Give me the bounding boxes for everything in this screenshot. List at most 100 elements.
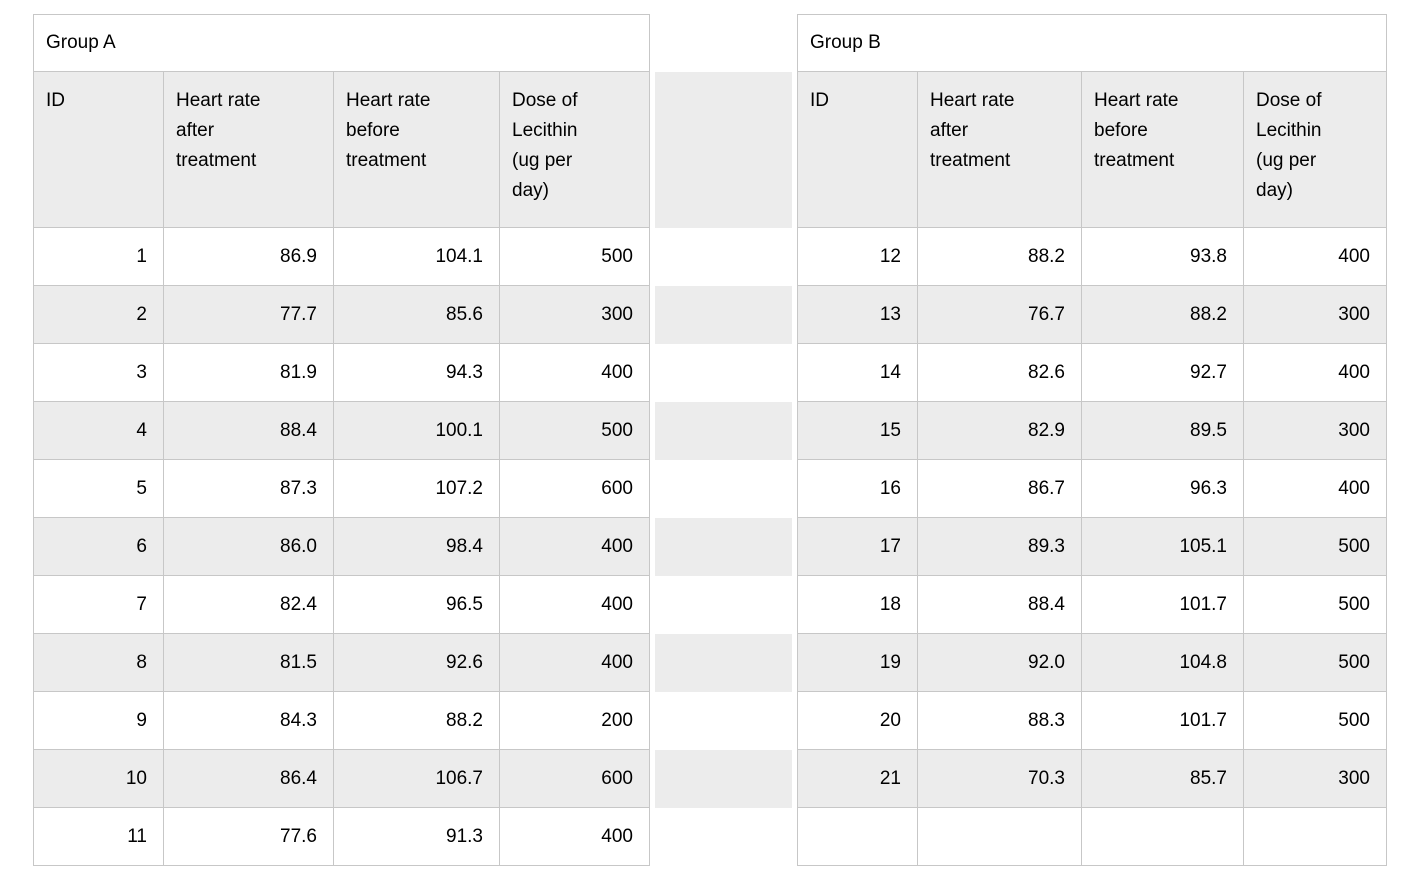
table-a-cell: 11 [33, 808, 164, 866]
table-a-cell: 500 [500, 228, 650, 286]
table-a-cell: 3 [33, 344, 164, 402]
table-gap-spacer [650, 344, 797, 402]
table-b-cell: 400 [1244, 228, 1387, 286]
table-a-cell: 400 [500, 634, 650, 692]
table-a-cell: 86.0 [164, 518, 334, 576]
table-b-cell: 70.3 [918, 750, 1082, 808]
group-b-title: Group B [797, 14, 1387, 72]
table-b-cell: 12 [797, 228, 918, 286]
table-b-cell: 101.7 [1082, 576, 1244, 634]
group-a-title: Group A [33, 14, 650, 72]
table-b-cell: 104.8 [1082, 634, 1244, 692]
table-a-cell: 82.4 [164, 576, 334, 634]
column-header-a-id: ID [33, 72, 164, 228]
table-b-cell: 500 [1244, 518, 1387, 576]
table-b-cell: 86.7 [918, 460, 1082, 518]
table-b-cell: 89.5 [1082, 402, 1244, 460]
table-b-cell: 82.9 [918, 402, 1082, 460]
table-b-cell: 88.2 [1082, 286, 1244, 344]
table-a-cell: 200 [500, 692, 650, 750]
table-a-cell: 500 [500, 402, 650, 460]
table-a-cell: 600 [500, 460, 650, 518]
table-a-cell: 8 [33, 634, 164, 692]
table-a-cell: 400 [500, 344, 650, 402]
table-gap-spacer [650, 72, 797, 228]
table-b-cell: 500 [1244, 576, 1387, 634]
column-header-b-id: ID [797, 72, 918, 228]
table-a-cell: 81.5 [164, 634, 334, 692]
table-a-cell: 98.4 [334, 518, 500, 576]
table-a-cell: 600 [500, 750, 650, 808]
table-a-cell: 92.6 [334, 634, 500, 692]
table-gap-spacer [650, 808, 797, 866]
table-gap-spacer [650, 402, 797, 460]
column-header-b-dose: Dose of Lecithin (ug per day) [1244, 72, 1387, 228]
table-b-cell: 92.0 [918, 634, 1082, 692]
table-a-cell: 4 [33, 402, 164, 460]
table-b-cell: 400 [1244, 344, 1387, 402]
table-b-cell: 20 [797, 692, 918, 750]
table-a-cell: 86.4 [164, 750, 334, 808]
table-a-cell: 84.3 [164, 692, 334, 750]
table-b-cell: 76.7 [918, 286, 1082, 344]
table-a-cell: 77.7 [164, 286, 334, 344]
table-b-cell: 96.3 [1082, 460, 1244, 518]
table-a-cell: 107.2 [334, 460, 500, 518]
table-b-cell: 15 [797, 402, 918, 460]
table-gap-spacer [650, 14, 797, 72]
table-gap-spacer [650, 228, 797, 286]
table-b-cell: 500 [1244, 692, 1387, 750]
table-a-cell: 1 [33, 228, 164, 286]
table-a-cell: 400 [500, 576, 650, 634]
table-a-cell: 87.3 [164, 460, 334, 518]
table-gap-spacer [650, 692, 797, 750]
table-b-cell: 105.1 [1082, 518, 1244, 576]
table-b-cell: 93.8 [1082, 228, 1244, 286]
table-a-cell: 86.9 [164, 228, 334, 286]
table-gap-spacer [650, 518, 797, 576]
table-b-cell: 400 [1244, 460, 1387, 518]
table-b-cell: 89.3 [918, 518, 1082, 576]
table-b-cell: 21 [797, 750, 918, 808]
table-a-cell: 6 [33, 518, 164, 576]
table-b-cell: 88.2 [918, 228, 1082, 286]
table-a-cell: 400 [500, 518, 650, 576]
column-header-b-hr-before: Heart rate before treatment [1082, 72, 1244, 228]
column-header-a-hr-after: Heart rate after treatment [164, 72, 334, 228]
table-b-cell: 88.3 [918, 692, 1082, 750]
table-b-cell: 101.7 [1082, 692, 1244, 750]
table-b-cell: 85.7 [1082, 750, 1244, 808]
table-a-cell: 300 [500, 286, 650, 344]
table-b-cell: 300 [1244, 286, 1387, 344]
table-a-cell: 9 [33, 692, 164, 750]
table-a-cell: 81.9 [164, 344, 334, 402]
table-gap-spacer [650, 750, 797, 808]
table-a-cell: 7 [33, 576, 164, 634]
table-a-cell: 2 [33, 286, 164, 344]
table-b-cell: 500 [1244, 634, 1387, 692]
table-b-cell [1082, 808, 1244, 866]
table-gap-spacer [650, 460, 797, 518]
table-a-cell: 400 [500, 808, 650, 866]
table-a-cell: 96.5 [334, 576, 500, 634]
table-b-cell [797, 808, 918, 866]
table-a-cell: 88.4 [164, 402, 334, 460]
table-a-cell: 100.1 [334, 402, 500, 460]
table-b-cell: 18 [797, 576, 918, 634]
table-gap-spacer [650, 286, 797, 344]
table-gap-spacer [650, 634, 797, 692]
table-b-cell: 82.6 [918, 344, 1082, 402]
table-b-cell: 13 [797, 286, 918, 344]
table-b-cell: 17 [797, 518, 918, 576]
table-a-cell: 94.3 [334, 344, 500, 402]
column-header-b-hr-after: Heart rate after treatment [918, 72, 1082, 228]
table-b-cell: 92.7 [1082, 344, 1244, 402]
table-b-cell: 19 [797, 634, 918, 692]
table-b-cell: 88.4 [918, 576, 1082, 634]
table-b-cell [1244, 808, 1387, 866]
table-a-cell: 77.6 [164, 808, 334, 866]
table-a-cell: 10 [33, 750, 164, 808]
table-a-cell: 5 [33, 460, 164, 518]
table-b-cell: 300 [1244, 402, 1387, 460]
table-a-cell: 88.2 [334, 692, 500, 750]
